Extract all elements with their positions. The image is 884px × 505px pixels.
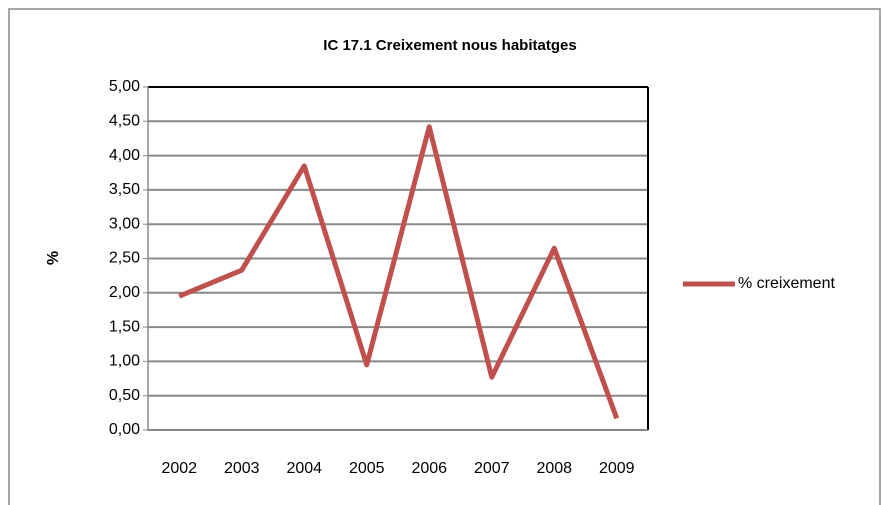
data-line — [178, 124, 620, 420]
y-tick-label: 0,50 — [109, 387, 140, 404]
x-tick-label: 2003 — [224, 460, 260, 477]
x-tick-label: 2009 — [599, 460, 635, 477]
chart-border — [8, 8, 881, 505]
y-tick-label: 2,50 — [109, 250, 140, 267]
y-tick-label: 1,50 — [109, 318, 140, 335]
y-tick-label: 4,00 — [109, 147, 140, 164]
x-tick-label: 2008 — [536, 460, 572, 477]
y-tick-label: 2,00 — [109, 284, 140, 301]
x-tick-label: 2007 — [474, 460, 510, 477]
y-tick-label: 3,50 — [109, 181, 140, 198]
x-tick-label: 2005 — [349, 460, 385, 477]
x-tick-label: 2006 — [411, 460, 447, 477]
legend-label: % creixement — [738, 275, 835, 292]
chart-title: IC 17.1 Creixement nous habitatges — [323, 37, 576, 54]
y-tick-label: 0,00 — [109, 421, 140, 438]
y-tick-label: 3,00 — [109, 215, 140, 232]
x-tick-label: 2004 — [286, 460, 322, 477]
x-tick-label: 2002 — [161, 460, 197, 477]
y-tick-label: 1,00 — [109, 353, 140, 370]
y-axis-label: % — [45, 251, 62, 265]
y-tick-label: 4,50 — [109, 113, 140, 130]
y-tick-label: 5,00 — [109, 78, 140, 95]
